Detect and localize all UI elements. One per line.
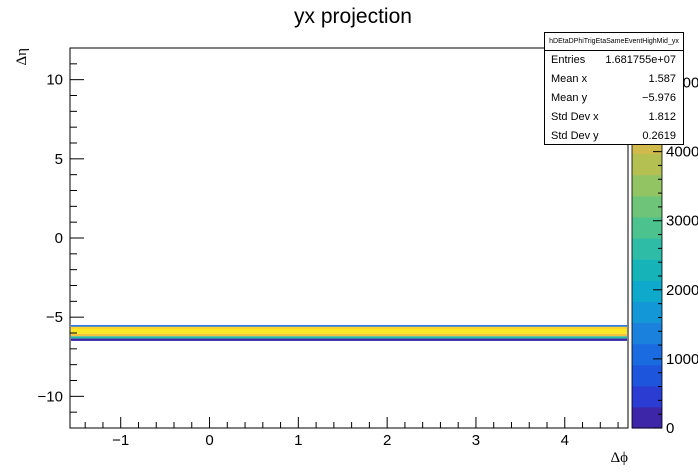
stats-label: Std Dev x bbox=[551, 111, 599, 123]
stats-label: Std Dev y bbox=[551, 130, 599, 142]
color-scale-bin bbox=[632, 343, 662, 366]
color-scale-bin bbox=[632, 406, 662, 429]
x-tick-label: 2 bbox=[383, 432, 391, 449]
x-tick-label: −1 bbox=[112, 432, 129, 449]
stats-value: 1.587 bbox=[648, 73, 676, 85]
color-scale-bin bbox=[632, 364, 662, 387]
stats-row-mean-x: Mean x 1.587 bbox=[545, 70, 683, 89]
stats-value: 1.681755e+07 bbox=[605, 54, 676, 66]
color-scale-tick-label: 1000 bbox=[666, 351, 698, 368]
x-tick-label: 4 bbox=[561, 432, 569, 449]
color-scale-bin bbox=[632, 153, 662, 176]
y-tick-label: 5 bbox=[55, 151, 63, 168]
heatmap-cell bbox=[71, 338, 627, 341]
color-scale-tick-label: 4000 bbox=[666, 144, 698, 161]
stats-title: hDEtaDPhiTrigEtaSameEventHighMid_yx bbox=[545, 33, 683, 51]
color-scale-bin bbox=[632, 322, 662, 345]
heatmap-cell bbox=[71, 329, 627, 332]
heatmap-cell bbox=[71, 333, 627, 337]
stats-row-entries: Entries 1.681755e+07 bbox=[545, 51, 683, 70]
stats-row-std-dev-x: Std Dev x 1.812 bbox=[545, 108, 683, 127]
x-axis-label: Δϕ bbox=[610, 450, 628, 466]
y-tick-label: −10 bbox=[38, 388, 63, 405]
stats-label: Entries bbox=[551, 54, 586, 66]
stats-label: Mean y bbox=[551, 92, 588, 104]
stats-row-std-dev-y: Std Dev y 0.2619 bbox=[545, 127, 683, 146]
color-scale-bin bbox=[632, 238, 662, 260]
y-tick-label: −5 bbox=[46, 309, 63, 326]
x-tick-label: 3 bbox=[472, 432, 480, 449]
stats-value: 0.2619 bbox=[642, 130, 676, 142]
color-scale-bin bbox=[632, 174, 662, 197]
y-tick-label: 10 bbox=[46, 72, 63, 89]
heatmap-cell bbox=[71, 325, 627, 327]
color-scale-bin bbox=[632, 259, 662, 281]
color-scale-bin bbox=[632, 301, 662, 324]
color-scale-bin bbox=[632, 280, 662, 302]
x-axis: −1 0 1 2 3 4 bbox=[84, 417, 619, 449]
stats-label: Mean x bbox=[551, 73, 588, 85]
heatmap-cell bbox=[71, 336, 627, 339]
chart-title: yx projection bbox=[294, 5, 412, 28]
stats-box: hDEtaDPhiTrigEtaSameEventHighMid_yx Entr… bbox=[544, 32, 684, 145]
color-scale-tick-label: 2000 bbox=[666, 282, 698, 299]
color-scale-tick-label: 3000 bbox=[666, 213, 698, 230]
color-scale-tick-label: 0 bbox=[666, 420, 674, 437]
x-tick-label: 0 bbox=[205, 432, 213, 449]
heatmap-cell bbox=[71, 331, 627, 334]
color-scale-bin bbox=[632, 385, 662, 408]
color-scale-bin bbox=[632, 195, 662, 218]
plot-content bbox=[71, 325, 627, 341]
y-axis-label: Δη bbox=[14, 48, 30, 66]
y-tick-label: 0 bbox=[55, 230, 63, 247]
color-scale-bin bbox=[632, 216, 662, 239]
x-tick-label: 1 bbox=[294, 432, 302, 449]
y-axis: −10 −5 0 5 10 bbox=[38, 47, 84, 429]
stats-row-mean-y: Mean y −5.976 bbox=[545, 89, 683, 108]
stats-value: −5.976 bbox=[642, 92, 676, 104]
heatmap-cell bbox=[71, 326, 627, 330]
stats-value: 1.812 bbox=[648, 111, 676, 123]
